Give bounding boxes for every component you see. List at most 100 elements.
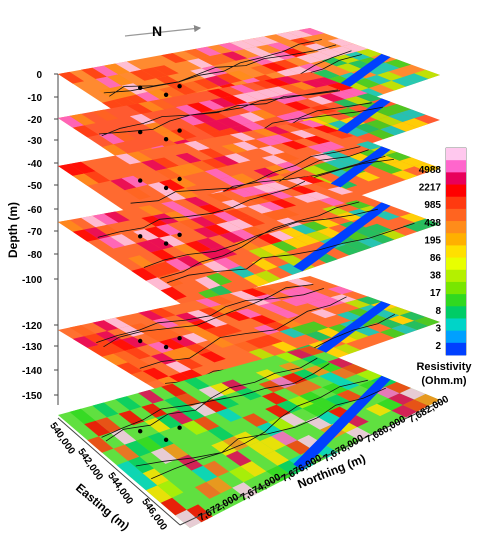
slice-cell <box>124 440 151 457</box>
depth-slices <box>58 28 440 528</box>
slice-cell <box>187 310 214 320</box>
slice-cell <box>276 318 303 329</box>
slice-cell <box>254 270 281 283</box>
borehole-marker <box>138 178 143 183</box>
slice-cell <box>116 362 143 375</box>
slice-cell <box>265 321 291 332</box>
slice-cell <box>185 240 212 253</box>
slice-cell <box>98 132 125 145</box>
slice-cell <box>150 353 177 365</box>
slice-cell <box>402 118 429 128</box>
slice-cell <box>275 352 302 363</box>
slice-cell <box>344 51 371 61</box>
slice-cell <box>278 362 305 373</box>
slice-cell <box>296 380 323 392</box>
slice-cell <box>327 186 354 195</box>
slice-cell <box>184 140 210 151</box>
colorbar-swatch <box>446 148 466 161</box>
slice-cell <box>284 384 311 396</box>
slice-cell <box>319 297 345 306</box>
slice-cell <box>198 56 225 66</box>
depth-tick-labels: 0 -10 -20 -30 -40 -50 -60 -70 -80 -100 -120 -130 -14… <box>22 70 58 402</box>
slice-cell <box>290 185 316 195</box>
slice-cell <box>380 328 406 338</box>
slice-cell <box>58 163 85 176</box>
slice-cell <box>84 171 111 184</box>
colorbar-swatch <box>446 306 466 319</box>
slice-cell <box>214 257 241 270</box>
slice-cell <box>313 181 339 190</box>
slice-cell <box>236 102 262 113</box>
slice-cell <box>244 195 271 205</box>
slice-cell <box>92 109 119 121</box>
slice-cell <box>210 97 236 108</box>
slice-cell <box>287 349 313 359</box>
slice-cell <box>293 294 320 304</box>
slice-cell <box>293 369 320 381</box>
slice-cell <box>201 317 228 327</box>
slice-cell <box>377 319 403 329</box>
slice-cell <box>259 436 286 451</box>
borehole-marker <box>177 336 182 341</box>
slice-cell <box>313 77 339 86</box>
slice-cell <box>319 93 345 102</box>
depth-tick-label: -70 <box>28 227 43 238</box>
slice-cell <box>141 159 168 171</box>
slice-cell <box>357 237 384 248</box>
slice-contour-lines <box>97 180 415 284</box>
slice-cell <box>239 216 266 227</box>
slice-cell <box>255 88 282 98</box>
slice-cell <box>291 324 317 335</box>
slice-cell <box>195 298 222 308</box>
slice-cell <box>155 224 182 236</box>
slice-cell <box>356 93 383 102</box>
slice-cell <box>221 51 248 61</box>
slice-cell <box>198 148 225 159</box>
slice-cell <box>236 387 262 401</box>
depth-axis-label: Depth (m) <box>6 202 20 258</box>
slice-cell <box>354 123 381 133</box>
slice-cell <box>113 350 140 363</box>
slice-cell <box>373 310 400 320</box>
slice-cell <box>354 326 381 336</box>
slice-cell <box>124 187 151 200</box>
colorbar-swatch <box>446 196 466 210</box>
slice-cell <box>159 179 186 191</box>
slice-cell <box>291 224 317 235</box>
borehole-marker <box>163 344 169 350</box>
slice-cell <box>240 461 267 477</box>
slice-cell <box>264 126 291 135</box>
slice-cell <box>414 394 440 406</box>
slice-cell <box>244 139 271 149</box>
slice-cell <box>250 109 277 120</box>
slice-cell <box>229 265 255 278</box>
slice-cell <box>141 403 168 418</box>
colorbar-swatch <box>446 342 466 356</box>
slice-cell <box>115 396 142 411</box>
slice-cell <box>356 48 383 58</box>
slice-cell <box>213 211 240 222</box>
slice-cell <box>110 234 137 246</box>
slice-cell <box>344 299 371 309</box>
slice-cell <box>234 341 260 352</box>
slice-cell <box>150 447 177 464</box>
slice-cell <box>110 178 137 191</box>
slice-cell <box>69 325 96 337</box>
slice-contour-lines <box>101 357 386 480</box>
slice-cell <box>248 348 275 360</box>
slice-cell <box>203 460 229 477</box>
slice-cell <box>302 403 329 417</box>
colorbar-labels: 4988 2217 985 438 195 86 38 17 8 3 2 <box>419 165 442 352</box>
slice-cell <box>261 392 288 405</box>
slice-cell <box>161 383 188 397</box>
slice-cell <box>58 115 85 128</box>
slice-cell <box>115 61 142 73</box>
slice-cell <box>152 157 179 169</box>
slice-cell <box>319 197 345 206</box>
slice-cell <box>98 342 125 354</box>
colorbar-label: 2 <box>435 341 441 352</box>
slice-cell <box>221 143 248 154</box>
slice-cell <box>208 337 234 348</box>
slice-cell <box>258 380 285 393</box>
slice-cell <box>198 307 225 317</box>
